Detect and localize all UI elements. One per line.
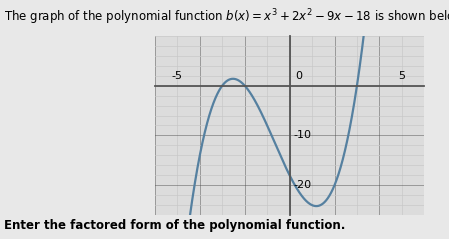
- Text: 5: 5: [398, 71, 405, 81]
- Text: The graph of the polynomial function $b(x) = x^3 + 2x^2 - 9x - 18$ is shown belo: The graph of the polynomial function $b(…: [4, 7, 449, 27]
- Text: Enter the factored form of the polynomial function.: Enter the factored form of the polynomia…: [4, 219, 346, 232]
- Text: -20: -20: [294, 180, 312, 190]
- Text: -5: -5: [172, 71, 183, 81]
- Text: 0: 0: [295, 71, 302, 81]
- Text: -10: -10: [294, 130, 312, 141]
